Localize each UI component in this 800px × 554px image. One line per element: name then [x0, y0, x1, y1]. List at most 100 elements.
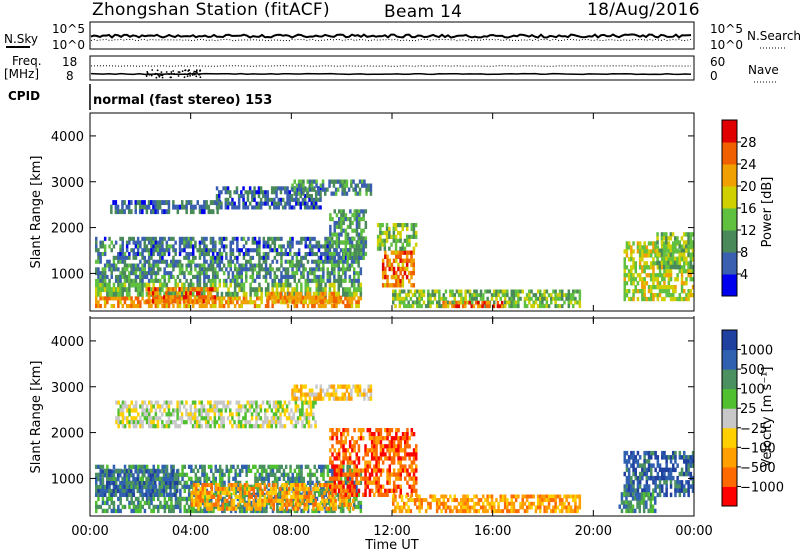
- data-cell: [388, 230, 391, 236]
- data-cell: [295, 464, 299, 469]
- data-cell: [198, 263, 202, 268]
- freq-unit-label: [MHz]: [4, 67, 39, 81]
- data-cell: [214, 255, 217, 260]
- data-cell: [281, 295, 285, 300]
- data-cell: [108, 244, 111, 249]
- data-cell: [412, 250, 415, 255]
- data-cell: [663, 241, 666, 246]
- data-cell: [183, 464, 186, 469]
- data-cell: [211, 304, 215, 309]
- data-cell: [251, 278, 255, 283]
- data-cell: [358, 213, 361, 218]
- data-cell: [165, 244, 169, 249]
- data-cell: [137, 504, 140, 510]
- data-cell: [143, 282, 146, 288]
- data-cell: [218, 416, 221, 421]
- data-cell: [301, 420, 304, 425]
- data-cell: [284, 267, 288, 272]
- data-cell: [145, 248, 149, 253]
- data-cell: [352, 506, 355, 511]
- data-cell: [302, 187, 305, 192]
- data-cell: [185, 252, 188, 257]
- data-cell: [291, 259, 294, 264]
- data-cell: [178, 304, 182, 309]
- data-cell: [112, 244, 116, 249]
- data-cell: [301, 412, 304, 417]
- data-cell: [190, 484, 193, 489]
- data-cell: [183, 504, 186, 510]
- data-cell: [196, 420, 199, 425]
- data-cell: [257, 201, 261, 206]
- data-cell: [332, 392, 336, 397]
- nave-tick-bottom: 0: [710, 69, 718, 83]
- data-cell: [141, 424, 144, 429]
- nave-point: [199, 76, 202, 79]
- data-cell: [138, 200, 142, 205]
- data-cell: [650, 296, 653, 302]
- data-cell: [270, 190, 274, 195]
- data-cell: [302, 263, 305, 268]
- data-cell: [364, 224, 368, 229]
- data-cell: [192, 304, 195, 309]
- data-cell: [630, 265, 633, 270]
- data-cell: [204, 420, 208, 425]
- data-cell: [196, 296, 199, 301]
- data-cell: [654, 245, 657, 250]
- data-cell: [333, 282, 336, 288]
- data-cell: [364, 209, 368, 214]
- data-cell: [320, 464, 323, 469]
- data-cell: [165, 481, 168, 486]
- data-cell: [325, 486, 328, 492]
- data-cell: [189, 204, 193, 210]
- data-cell: [349, 240, 352, 245]
- data-cell: [212, 209, 215, 215]
- data-cell: [121, 240, 124, 245]
- nave-point: [151, 69, 154, 71]
- data-cell: [264, 287, 268, 293]
- data-cell: [119, 282, 122, 288]
- data-cell: [517, 300, 520, 305]
- data-cell: [643, 296, 646, 302]
- data-cell: [236, 291, 239, 297]
- data-cell: [289, 244, 292, 249]
- data-cell: [185, 209, 188, 215]
- data-cell: [397, 274, 400, 280]
- data-cell: [101, 485, 105, 490]
- colorbar-tick-label: 16: [740, 202, 757, 217]
- data-cell: [403, 296, 406, 301]
- data-cell: [256, 271, 259, 276]
- data-cell: [344, 213, 348, 218]
- data-cell: [242, 287, 246, 293]
- data-cell: [247, 267, 250, 272]
- data-cell: [125, 488, 129, 494]
- data-cell: [361, 179, 364, 184]
- data-cell: [106, 282, 109, 288]
- data-cell: [101, 477, 105, 482]
- data-cell: [429, 304, 432, 309]
- data-cell: [217, 502, 220, 507]
- data-cell: [174, 504, 178, 510]
- data-cell: [326, 464, 330, 469]
- data-cell: [262, 267, 266, 272]
- data-cell: [169, 295, 173, 300]
- data-cell: [330, 392, 333, 397]
- data-cell: [576, 289, 579, 294]
- data-cell: [310, 194, 313, 199]
- data-cell: [237, 416, 241, 421]
- data-cell: [189, 278, 193, 283]
- data-cell: [306, 201, 309, 206]
- data-cell: [266, 420, 269, 425]
- data-cell: [346, 300, 349, 305]
- data-cell: [567, 289, 571, 294]
- data-cell: [680, 265, 684, 270]
- data-cell: [343, 187, 347, 192]
- data-cell: [198, 282, 202, 288]
- data-cell: [95, 488, 98, 494]
- data-cell: [399, 230, 402, 236]
- data-cell: [119, 271, 122, 276]
- data-cell: [233, 282, 237, 288]
- data-cell: [178, 291, 182, 297]
- data-cell: [205, 274, 208, 279]
- data-cell: [139, 291, 142, 297]
- data-cell: [468, 296, 472, 301]
